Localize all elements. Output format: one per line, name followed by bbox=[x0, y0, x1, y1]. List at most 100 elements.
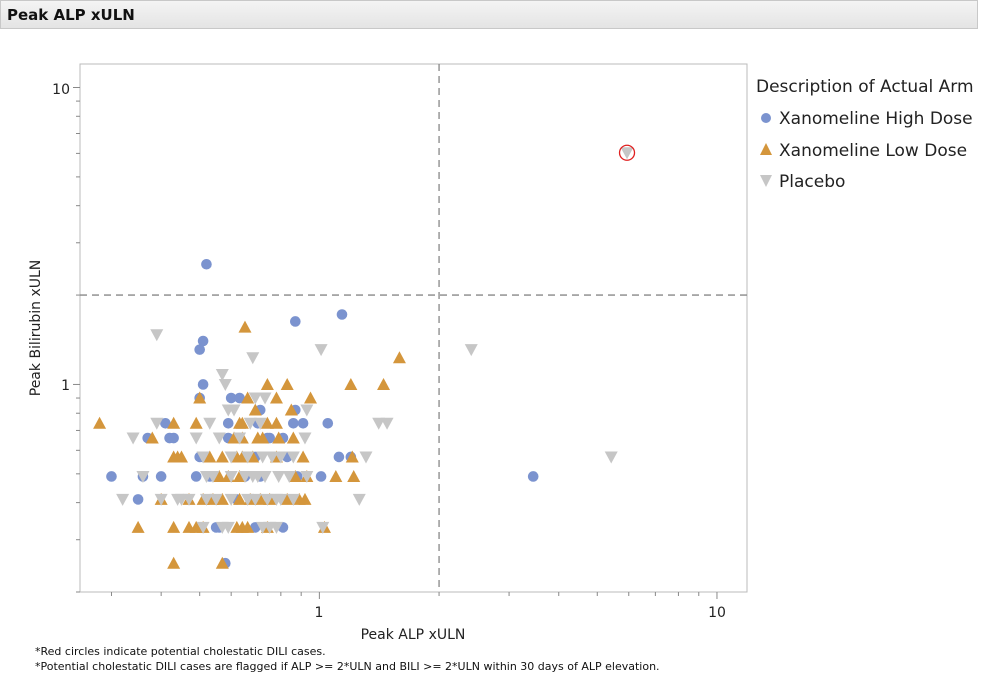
data-point bbox=[256, 451, 270, 464]
data-point bbox=[215, 450, 229, 463]
data-point bbox=[392, 351, 406, 364]
data-point bbox=[345, 450, 359, 463]
data-point bbox=[464, 344, 478, 357]
data-point bbox=[193, 391, 207, 404]
data-point bbox=[222, 417, 234, 429]
data-point bbox=[290, 316, 301, 327]
data-point bbox=[274, 493, 288, 506]
data-point bbox=[131, 520, 145, 533]
data-point bbox=[288, 417, 299, 429]
data-point bbox=[212, 469, 226, 482]
data-point bbox=[248, 493, 262, 506]
data-point bbox=[224, 470, 238, 483]
data-point bbox=[233, 492, 247, 505]
data-point bbox=[227, 431, 241, 444]
data-point bbox=[150, 417, 164, 430]
data-point bbox=[527, 471, 539, 482]
data-point bbox=[246, 352, 260, 365]
data-point bbox=[168, 432, 179, 444]
data-point bbox=[167, 556, 181, 569]
data-point bbox=[260, 493, 274, 506]
data-point bbox=[234, 392, 245, 404]
data-point bbox=[233, 432, 247, 445]
data-point bbox=[145, 431, 159, 444]
legend-circle-icon bbox=[761, 113, 771, 123]
y-axis-title: Peak Bilirubin xULN bbox=[28, 260, 44, 397]
legend-label: Placebo bbox=[779, 172, 845, 192]
data-point bbox=[209, 493, 223, 506]
data-point bbox=[296, 450, 310, 463]
data-point bbox=[298, 432, 312, 445]
flagged-dili-marker bbox=[618, 144, 636, 161]
data-point bbox=[155, 471, 167, 482]
data-point bbox=[347, 469, 361, 482]
data-point bbox=[154, 493, 168, 506]
data-point bbox=[93, 416, 107, 429]
data-point bbox=[316, 521, 330, 534]
data-point bbox=[196, 451, 210, 464]
data-point bbox=[174, 493, 188, 506]
data-point bbox=[274, 451, 288, 464]
data-point bbox=[372, 417, 386, 430]
data-point bbox=[352, 493, 366, 506]
panel-header[interactable]: Peak ALP xULN bbox=[0, 0, 978, 29]
data-point bbox=[201, 258, 212, 270]
data-point bbox=[288, 469, 302, 482]
data-point bbox=[241, 451, 255, 464]
data-point bbox=[189, 416, 203, 429]
data-point bbox=[298, 492, 312, 505]
data-point bbox=[116, 493, 130, 506]
legend-label: Xanomeline Low Dose bbox=[779, 141, 967, 161]
data-point bbox=[336, 309, 348, 320]
y-tick-label: 10 bbox=[52, 82, 70, 98]
data-point bbox=[380, 417, 394, 430]
data-point bbox=[272, 470, 286, 483]
data-point bbox=[196, 521, 210, 534]
data-point bbox=[199, 493, 213, 506]
data-point bbox=[265, 451, 279, 464]
data-point bbox=[329, 469, 343, 482]
data-point bbox=[300, 470, 314, 483]
data-point bbox=[269, 416, 283, 429]
panel-title: Peak ALP xULN bbox=[7, 6, 135, 24]
data-point bbox=[126, 432, 140, 445]
data-point bbox=[106, 471, 117, 482]
data-point bbox=[297, 417, 309, 429]
legend-item[interactable]: Xanomeline Low Dose bbox=[760, 141, 967, 161]
data-point bbox=[620, 147, 634, 160]
data-point bbox=[224, 451, 238, 464]
legend-item[interactable]: Placebo bbox=[760, 172, 845, 192]
data-point bbox=[203, 450, 217, 463]
legend-title: Description of Actual Arm bbox=[756, 77, 974, 97]
data-point bbox=[248, 403, 262, 416]
legend-item[interactable]: Xanomeline High Dose bbox=[761, 109, 973, 129]
footnote: *Potential cholestatic DILI cases are fl… bbox=[35, 660, 660, 673]
plot-frame bbox=[79, 63, 748, 593]
data-point bbox=[253, 417, 267, 430]
data-point bbox=[132, 494, 144, 505]
data-point bbox=[197, 335, 209, 347]
legend-label: Xanomeline High Dose bbox=[779, 109, 973, 129]
data-point bbox=[203, 417, 217, 430]
data-point bbox=[344, 377, 358, 390]
data-point bbox=[167, 520, 181, 533]
data-point bbox=[167, 416, 181, 429]
data-point bbox=[215, 556, 229, 569]
data-point bbox=[241, 391, 255, 404]
data-point bbox=[190, 471, 202, 482]
data-point bbox=[280, 492, 294, 505]
data-point bbox=[300, 404, 314, 417]
data-point bbox=[218, 378, 232, 391]
data-point bbox=[359, 451, 373, 464]
data-point bbox=[215, 369, 229, 382]
legend-triangle-up-icon bbox=[760, 143, 772, 155]
data-point bbox=[221, 521, 235, 534]
data-point bbox=[251, 431, 265, 444]
data-point bbox=[377, 377, 391, 390]
data-point bbox=[150, 329, 164, 342]
data-point bbox=[284, 403, 298, 416]
data-point bbox=[243, 417, 257, 430]
data-point bbox=[160, 417, 171, 429]
data-point bbox=[314, 344, 328, 357]
